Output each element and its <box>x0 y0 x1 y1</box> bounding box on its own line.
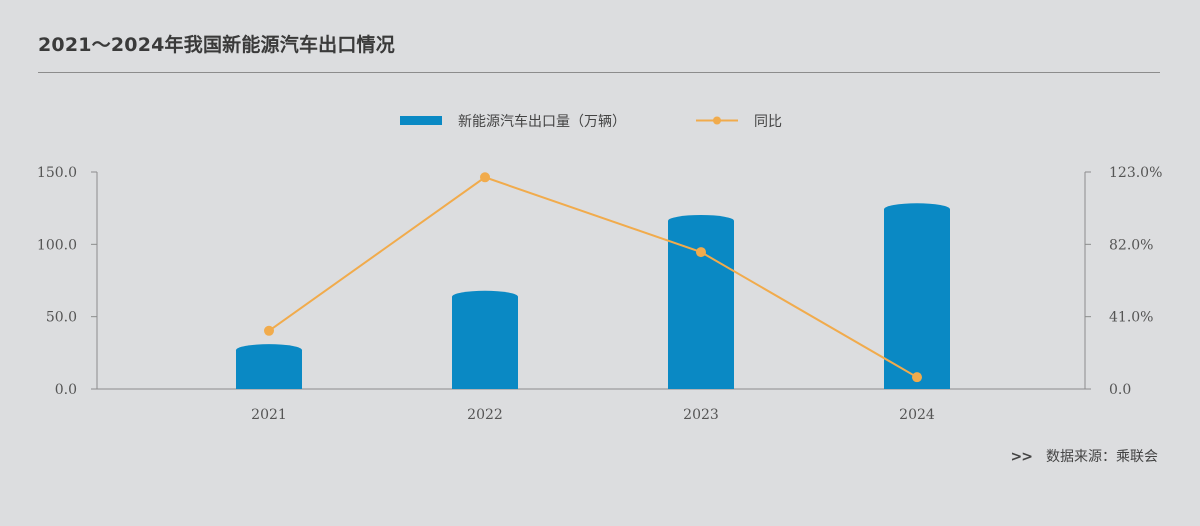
bar-2021 <box>236 344 302 389</box>
y-right-tick-label: 0.0 <box>1109 382 1131 398</box>
line-series <box>264 172 922 383</box>
chart-title: 2021～2024年我国新能源汽车出口情况 <box>38 34 395 56</box>
x-tick-label: 2023 <box>683 407 719 423</box>
yoy-point-2023 <box>696 247 706 258</box>
y-left-tick-label: 50.0 <box>46 310 77 326</box>
y-left-tick-label: 150.0 <box>37 165 77 181</box>
y-right-tick-label: 123.0% <box>1109 165 1162 181</box>
yoy-point-2022 <box>480 172 490 183</box>
bar-2024 <box>884 203 950 389</box>
y-left-tick-label: 0.0 <box>55 382 77 398</box>
x-tick-label: 2021 <box>251 407 287 423</box>
legend-line-label: 同比 <box>754 114 782 130</box>
source-text: 数据来源：乘联会 <box>1046 449 1158 465</box>
bar-2022 <box>452 290 518 389</box>
bar-2023 <box>668 214 734 389</box>
legend-line-marker <box>713 116 721 125</box>
y-right-tick-label: 41.0% <box>1109 310 1153 326</box>
x-tick-label: 2024 <box>899 407 935 423</box>
title-divider <box>38 72 1160 73</box>
tick-labels: 0.0 50.0 100.0 150.0 0.0 41.0% 82.0% 123.0% 2021… <box>37 165 1162 423</box>
yoy-point-2024 <box>912 372 922 383</box>
yoy-line <box>268 176 918 379</box>
legend-bar-swatch <box>400 116 442 125</box>
legend: 新能源汽车出口量（万辆） 同比 <box>400 113 782 130</box>
source-arrow-icon: >> <box>1010 449 1033 465</box>
x-tick-label: 2022 <box>467 407 503 423</box>
yoy-point-2021 <box>264 325 274 336</box>
bar-series <box>236 203 950 389</box>
data-source: >> 数据来源：乘联会 <box>1011 446 1158 466</box>
legend-bar-label: 新能源汽车出口量（万辆） <box>458 113 626 130</box>
y-right-tick-label: 82.0% <box>1109 237 1153 253</box>
y-left-tick-label: 100.0 <box>37 237 77 253</box>
